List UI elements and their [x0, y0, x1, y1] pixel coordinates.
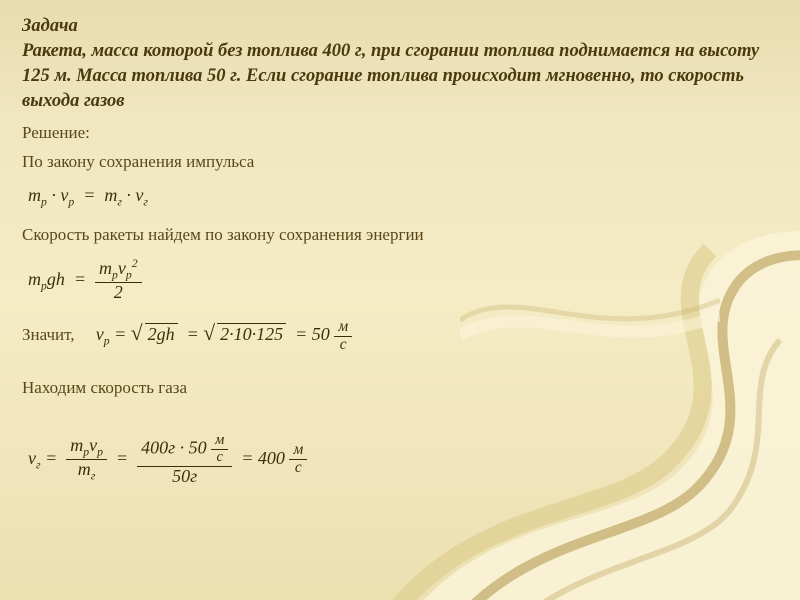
solution-line-3: Значит, vp = √2gh = √2·10·125 = 50 м с — [22, 317, 778, 353]
formula-vg: vг = mpvp mг = 400г · 50 мс 50г = 400 м … — [28, 433, 778, 486]
formula-vp: vp = √2gh = √2·10·125 = 50 м с — [96, 324, 352, 344]
solution-line-3-label: Значит, — [22, 325, 75, 344]
solution-line-1: По закону сохранения импульса — [22, 149, 778, 175]
formula-energy: mpgh = mpvp2 2 — [28, 258, 778, 303]
slide: Задача Ракета, масса которой без топлива… — [0, 0, 800, 600]
solution-label: Решение: — [22, 120, 778, 146]
formula-momentum: mp · vp = mг · vг — [28, 185, 778, 209]
problem-heading: Задача — [22, 16, 78, 36]
solution-line-4: Находим скорость газа — [22, 375, 778, 401]
problem-text: Ракета, масса которой без топлива 400 г,… — [22, 41, 759, 111]
problem-block: Задача Ракета, масса которой без топлива… — [22, 14, 778, 114]
solution-line-2: Скорость ракеты найдем по закону сохране… — [22, 222, 778, 248]
